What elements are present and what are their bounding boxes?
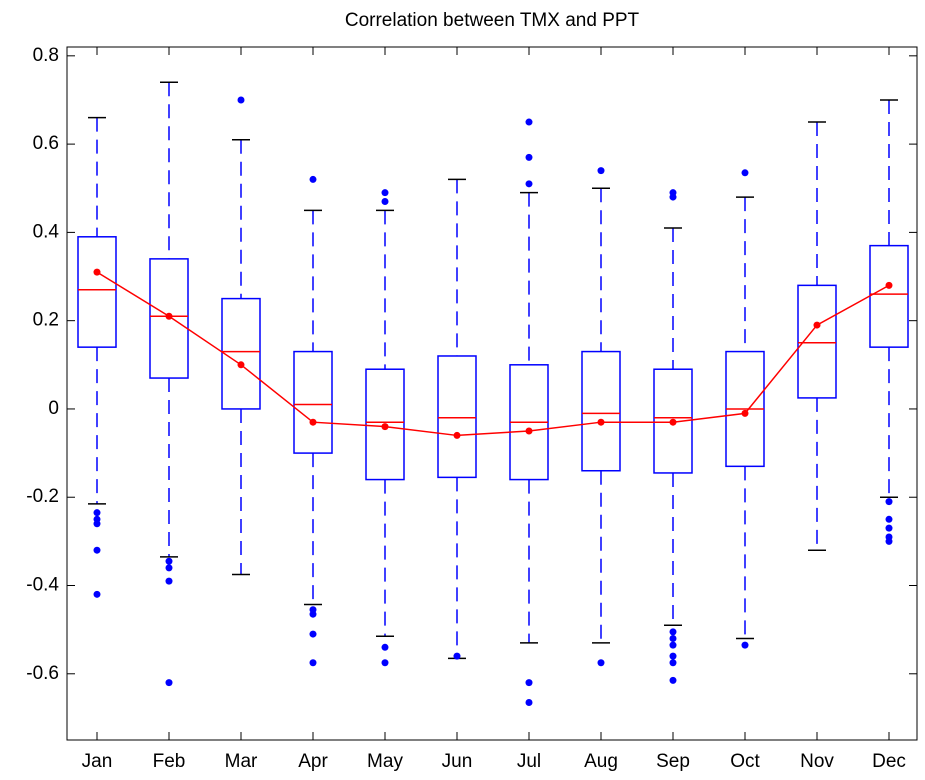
x-tick-label: Dec (872, 751, 906, 772)
y-tick-label: 0.8 (33, 45, 59, 66)
outlier (669, 676, 677, 684)
outlier (669, 634, 677, 642)
x-tick-label: Jun (442, 751, 473, 772)
y-tick-label: 0.4 (33, 221, 60, 242)
outlier (93, 520, 101, 528)
outlier (669, 659, 677, 667)
outlier (381, 659, 389, 667)
x-tick-label: Aug (584, 751, 618, 772)
box (149, 258, 189, 379)
box (365, 368, 405, 481)
box (221, 297, 261, 410)
outlier (381, 197, 389, 205)
outlier (885, 524, 893, 532)
outlier (93, 590, 101, 598)
chart-title: Correlation between TMX and PPT (345, 10, 640, 31)
box (653, 368, 693, 474)
x-tick-label: Jul (517, 751, 541, 772)
outlier (597, 659, 605, 667)
outlier (381, 189, 389, 197)
y-tick-label: -0.6 (26, 663, 59, 684)
outlier (237, 96, 245, 104)
outlier (309, 610, 317, 618)
outlier (165, 679, 173, 687)
mean-dot (453, 431, 461, 439)
x-tick-label: Nov (800, 751, 834, 772)
box (77, 236, 117, 348)
mean-dot (885, 281, 893, 289)
y-tick-label: 0.2 (33, 310, 59, 331)
mean-dot (813, 321, 821, 329)
y-tick-label: 0.6 (33, 133, 59, 154)
outlier (309, 630, 317, 638)
mean-dot (741, 409, 749, 417)
outlier (309, 659, 317, 667)
mean-dot (93, 268, 101, 276)
outlier (885, 537, 893, 545)
outlier (309, 175, 317, 183)
mean-dot (381, 423, 389, 431)
mean-dot (597, 418, 605, 426)
outlier (165, 557, 173, 565)
mean-line (96, 271, 890, 437)
outlier (165, 564, 173, 572)
outlier (669, 641, 677, 649)
box (437, 355, 477, 479)
outlier (669, 189, 677, 197)
outlier (597, 167, 605, 175)
outlier (165, 577, 173, 585)
outlier (381, 643, 389, 651)
outlier (525, 153, 533, 161)
plot-frame (66, 46, 918, 741)
mean-dot (309, 418, 317, 426)
x-tick-label: May (367, 751, 403, 772)
outlier (93, 509, 101, 517)
outlier (669, 628, 677, 636)
mean-dot (669, 418, 677, 426)
x-tick-label: Mar (225, 751, 258, 772)
mean-dot (237, 361, 245, 369)
outlier (525, 679, 533, 687)
outlier (453, 652, 461, 660)
y-tick-label: 0 (48, 398, 59, 419)
box (581, 350, 621, 472)
box (293, 350, 333, 454)
y-tick-label: -0.4 (26, 575, 59, 596)
outlier (525, 118, 533, 126)
outlier (669, 652, 677, 660)
box (797, 284, 837, 399)
x-tick-label: Oct (730, 751, 760, 772)
mean-dot (525, 427, 533, 435)
outlier (741, 169, 749, 177)
x-tick-label: Feb (153, 751, 186, 772)
outlier (93, 546, 101, 554)
x-tick-label: Jan (82, 751, 113, 772)
x-tick-label: Apr (298, 751, 328, 772)
outlier (525, 698, 533, 706)
outlier (885, 498, 893, 506)
outlier (885, 515, 893, 523)
outlier (741, 641, 749, 649)
mean-dot (165, 312, 173, 320)
x-tick-label: Sep (656, 751, 690, 772)
y-tick-label: -0.2 (26, 486, 59, 507)
outlier (525, 180, 533, 188)
box (869, 244, 909, 348)
